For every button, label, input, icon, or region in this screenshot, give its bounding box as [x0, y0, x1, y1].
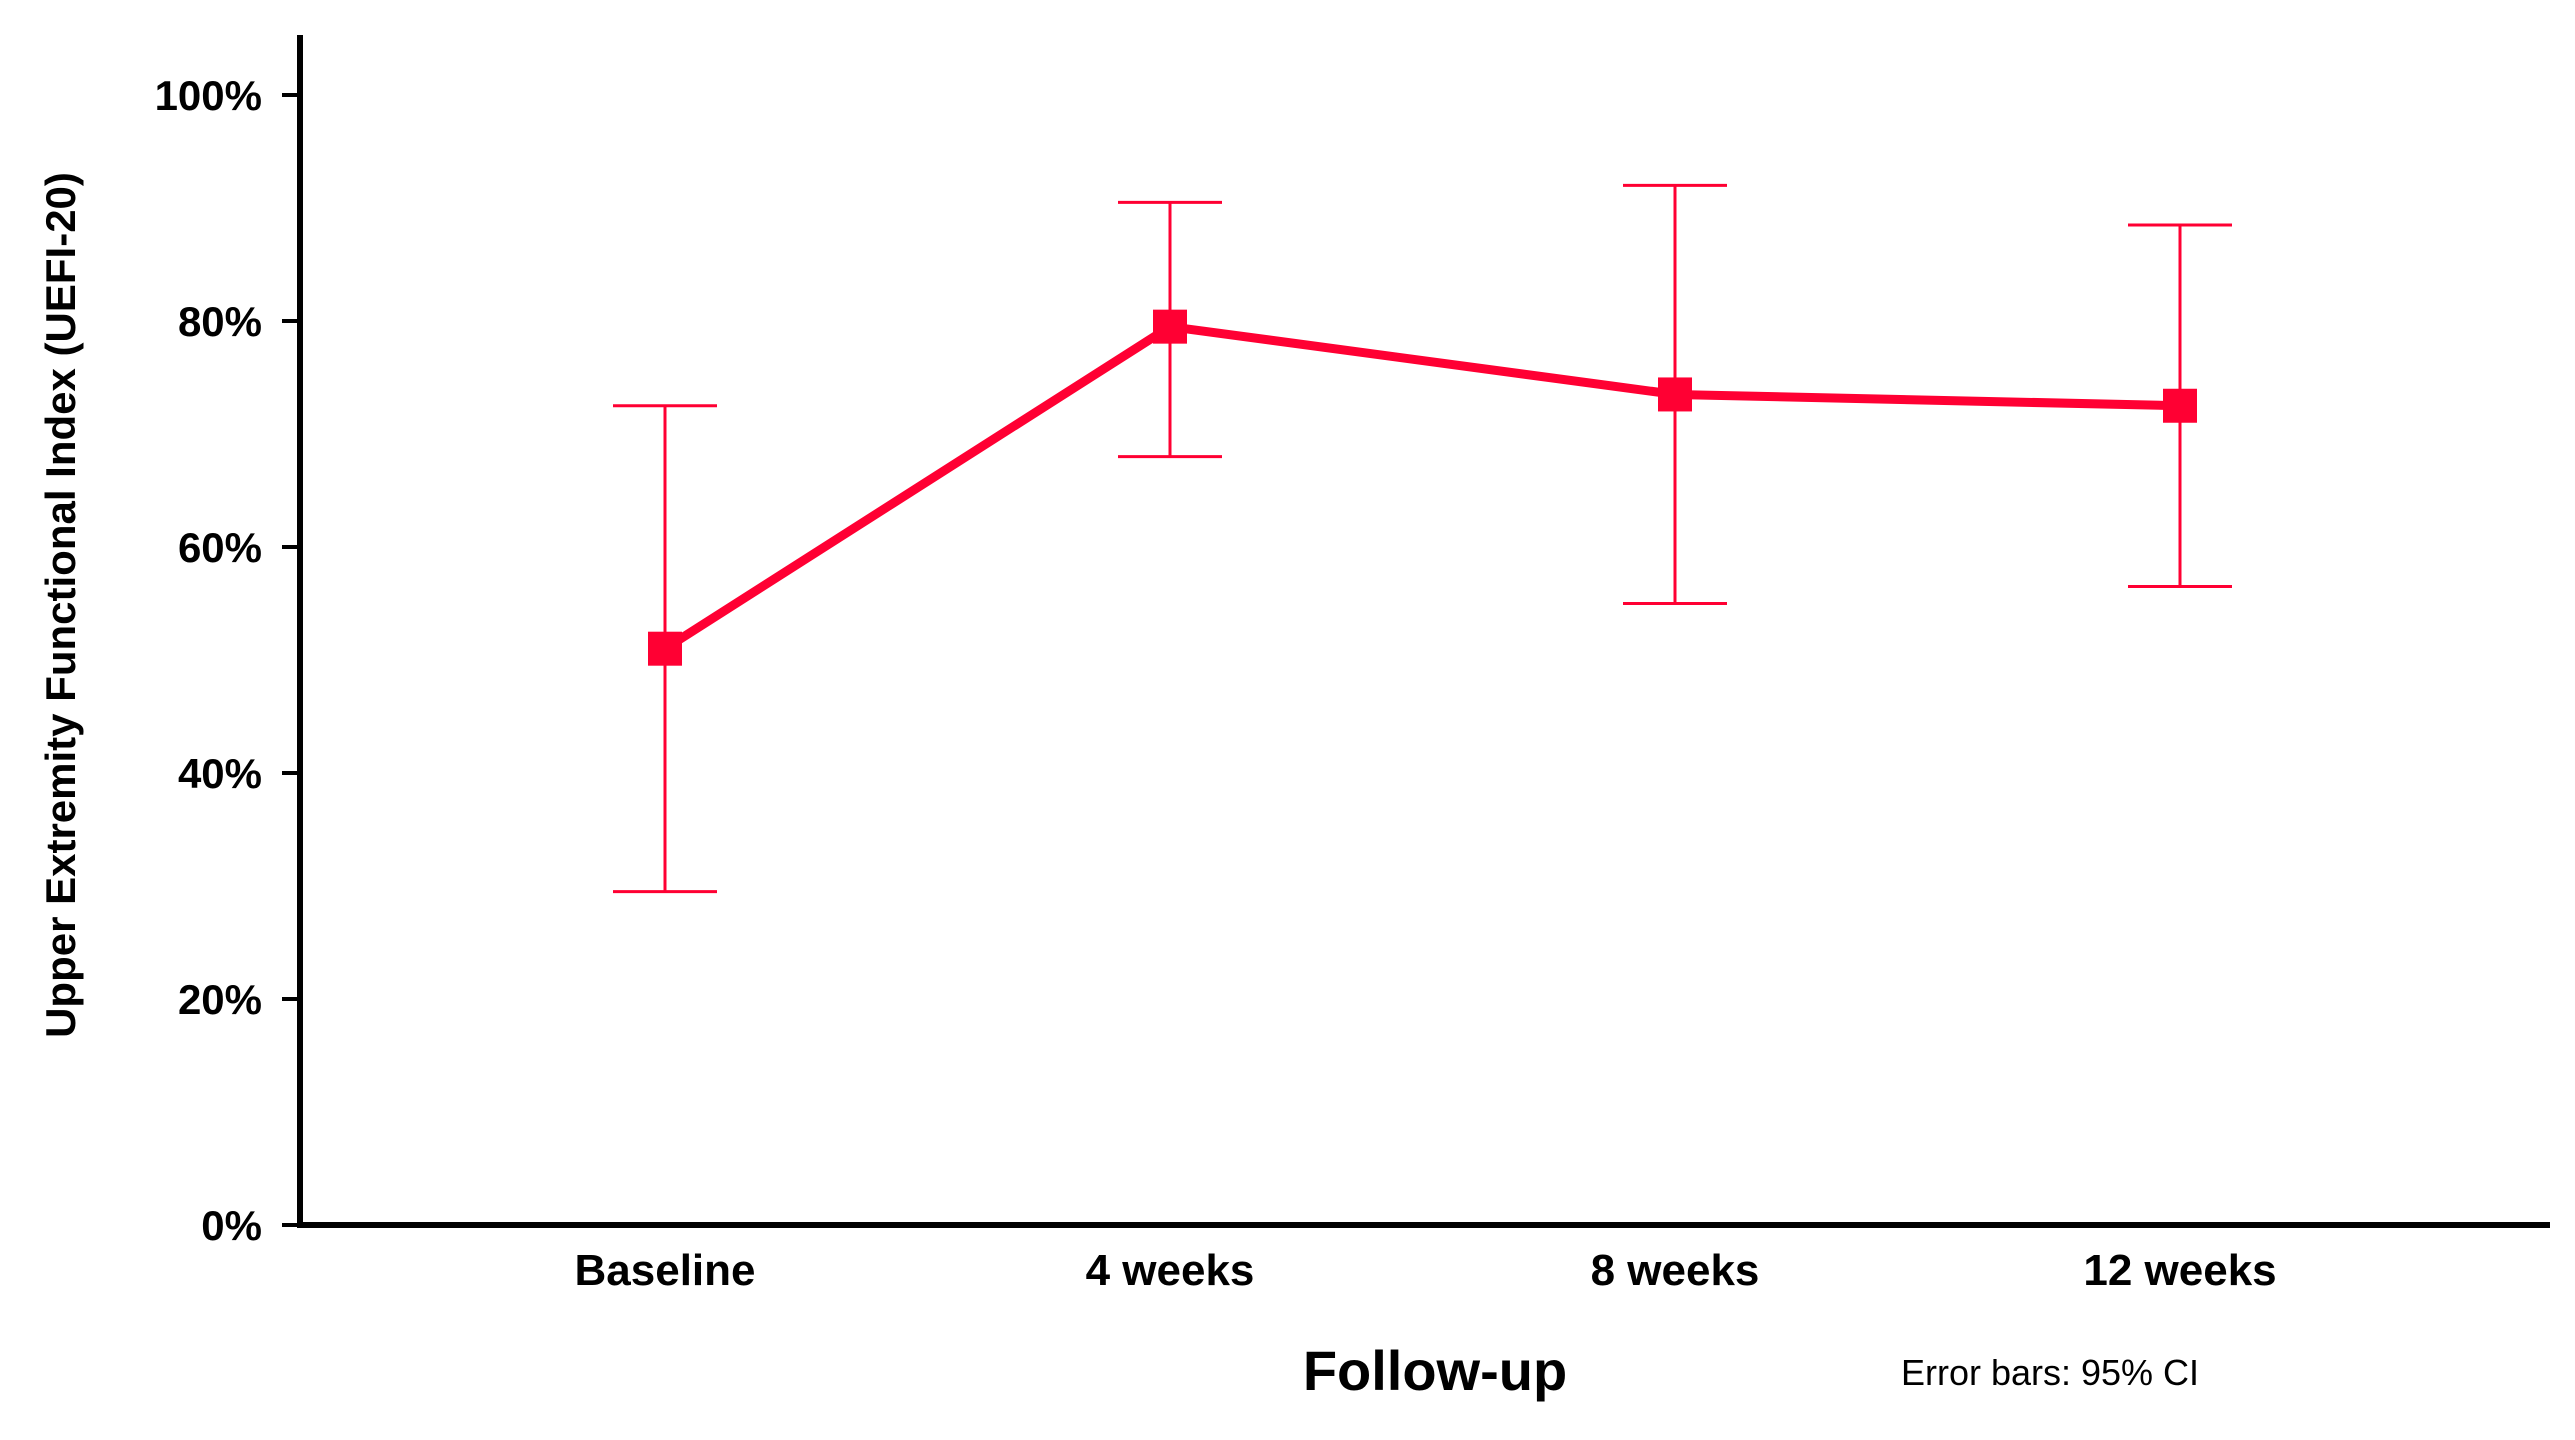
x-category-label: 4 weeks — [1086, 1246, 1255, 1295]
x-category-label: Baseline — [575, 1246, 756, 1295]
y-tick-label: 40% — [178, 750, 262, 797]
data-point — [2163, 388, 2197, 423]
data-point — [1153, 309, 1187, 344]
series-line — [662, 322, 2181, 653]
data-point — [1658, 377, 1692, 412]
axes — [297, 35, 2550, 1228]
y-tick-label: 20% — [178, 976, 262, 1023]
y-ticks: 0% 20% 40% 60% 80% 100% — [155, 72, 300, 1249]
x-category-label: 12 weeks — [2083, 1246, 2276, 1295]
y-tick-label: 0% — [201, 1202, 262, 1249]
y-axis-title: Upper Extremity Functional Index (UEFI-2… — [37, 172, 84, 1038]
y-tick-label: 60% — [178, 524, 262, 571]
x-axis-title: Follow-up — [1303, 1339, 1567, 1402]
y-tick-label: 80% — [178, 298, 262, 345]
y-tick-label: 100% — [155, 72, 262, 119]
error-bar-note: Error bars: 95% CI — [1901, 1352, 2199, 1393]
data-point — [648, 631, 682, 666]
plot-area — [613, 183, 2232, 894]
x-categories: Baseline 4 weeks 8 weeks 12 weeks — [575, 1246, 2277, 1295]
x-category-label: 8 weeks — [1591, 1246, 1760, 1295]
